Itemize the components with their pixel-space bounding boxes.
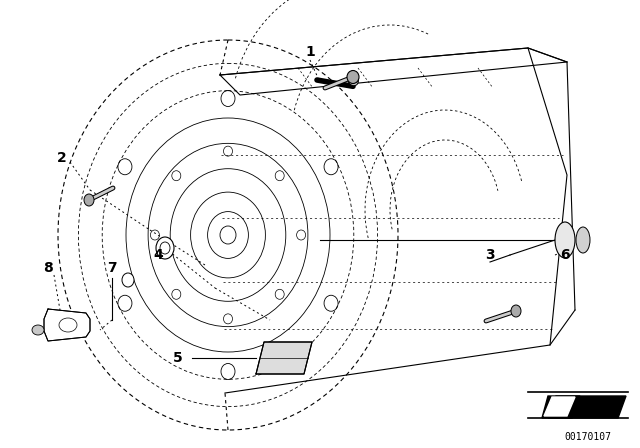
Text: 8: 8	[43, 261, 53, 275]
Ellipse shape	[348, 74, 358, 86]
Text: 3: 3	[485, 248, 495, 262]
Ellipse shape	[32, 325, 44, 335]
Ellipse shape	[555, 222, 575, 258]
Polygon shape	[548, 396, 626, 418]
Polygon shape	[544, 397, 575, 416]
Text: 2: 2	[57, 151, 67, 165]
Ellipse shape	[347, 70, 359, 83]
Polygon shape	[542, 396, 580, 418]
Polygon shape	[220, 48, 567, 95]
Polygon shape	[44, 309, 90, 341]
Polygon shape	[256, 342, 312, 374]
Text: 1: 1	[305, 45, 315, 59]
Text: 5: 5	[173, 351, 183, 365]
Polygon shape	[220, 48, 567, 393]
Ellipse shape	[576, 227, 590, 253]
Text: 00170107: 00170107	[564, 432, 611, 442]
Ellipse shape	[84, 194, 94, 206]
Text: 7: 7	[107, 261, 117, 275]
Ellipse shape	[122, 273, 134, 287]
Text: 6: 6	[560, 248, 570, 262]
Text: 4: 4	[153, 248, 163, 262]
Ellipse shape	[511, 305, 521, 317]
Ellipse shape	[156, 237, 174, 259]
